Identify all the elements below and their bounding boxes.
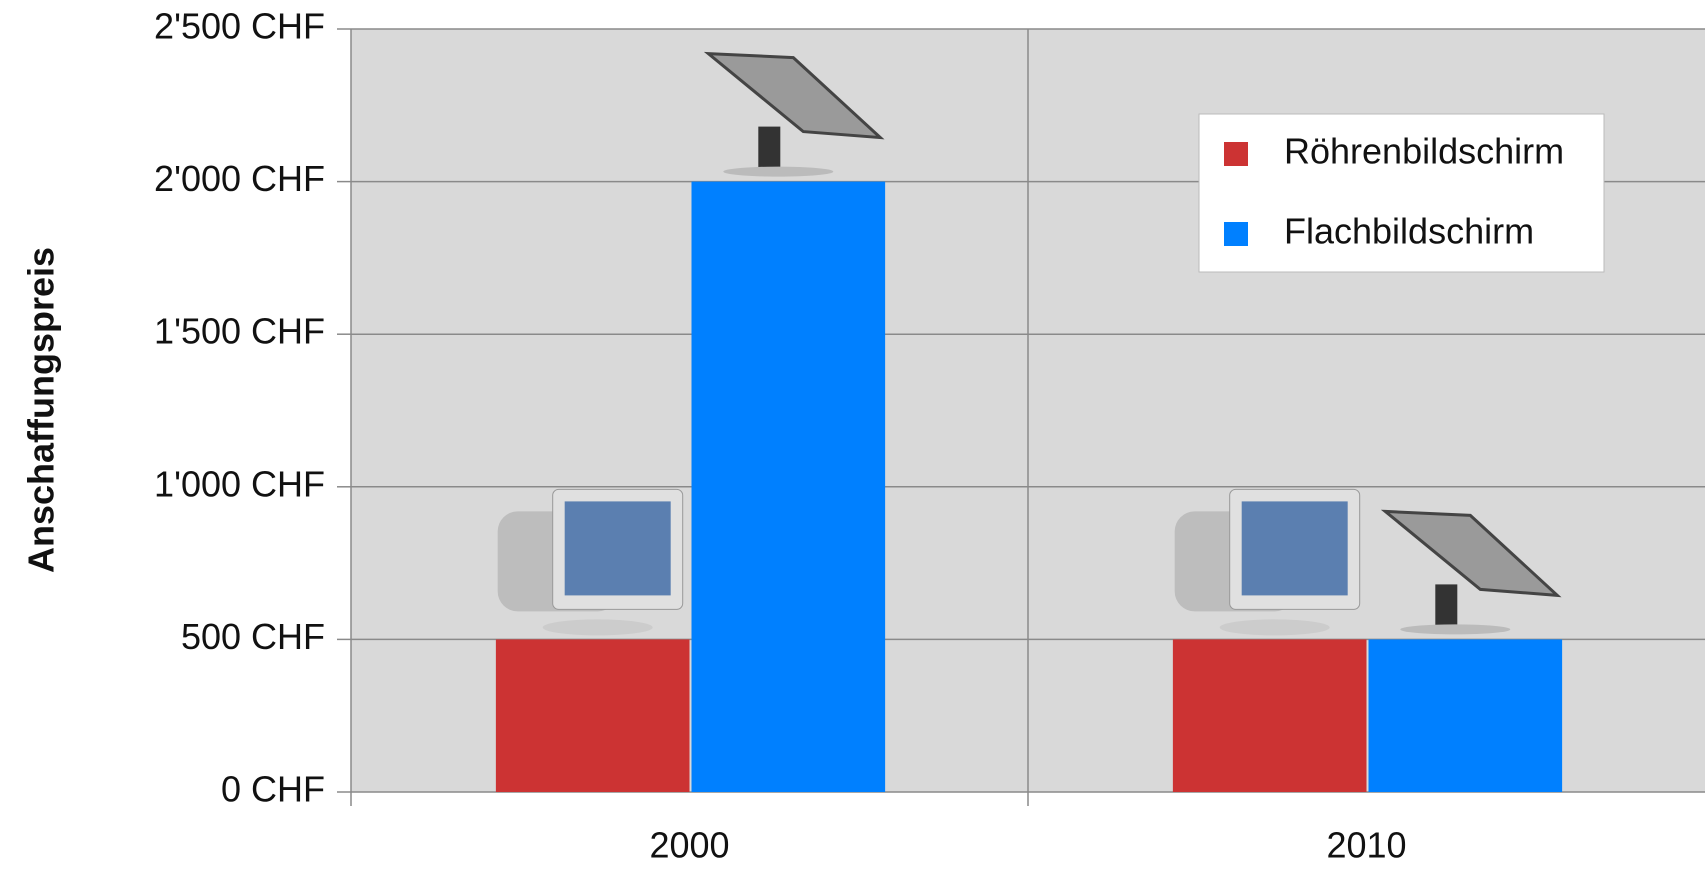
x-tick-label: 2000 bbox=[649, 825, 729, 866]
y-tick-label: 2'000 CHF bbox=[154, 158, 325, 199]
y-tick-label: 0 CHF bbox=[221, 769, 325, 810]
icon-stand bbox=[1435, 584, 1458, 630]
monitor-icon bbox=[703, 51, 885, 177]
icon-stand bbox=[758, 126, 781, 172]
y-tick-label: 2'500 CHF bbox=[154, 6, 325, 47]
bar bbox=[1172, 639, 1367, 792]
monitor-icon bbox=[1174, 488, 1361, 636]
y-tick-label: 1'000 CHF bbox=[154, 463, 325, 504]
bar bbox=[1368, 639, 1563, 792]
legend-swatch bbox=[1224, 142, 1248, 166]
icon-base bbox=[1400, 624, 1511, 635]
y-tick-label: 500 CHF bbox=[181, 616, 325, 657]
icon-screen bbox=[1380, 509, 1562, 598]
bar bbox=[691, 181, 886, 793]
icon-screen bbox=[564, 501, 671, 596]
icon-screen bbox=[703, 51, 885, 140]
legend-box bbox=[1198, 113, 1605, 273]
y-tick-label: 1'500 CHF bbox=[154, 311, 325, 352]
icon-base bbox=[723, 166, 834, 177]
x-tick-label: 2010 bbox=[1326, 825, 1406, 866]
legend-label: Flachbildschirm bbox=[1284, 211, 1534, 252]
bar bbox=[495, 639, 690, 792]
icon-base bbox=[542, 619, 653, 636]
icon-screen bbox=[1241, 501, 1348, 596]
monitor-icon bbox=[497, 488, 684, 636]
legend-swatch bbox=[1224, 222, 1248, 246]
monitor-icon bbox=[1380, 509, 1562, 635]
legend-label: Röhrenbildschirm bbox=[1284, 131, 1564, 172]
icon-base bbox=[1219, 619, 1330, 636]
y-axis-label: Anschaffungspreis bbox=[21, 247, 62, 573]
